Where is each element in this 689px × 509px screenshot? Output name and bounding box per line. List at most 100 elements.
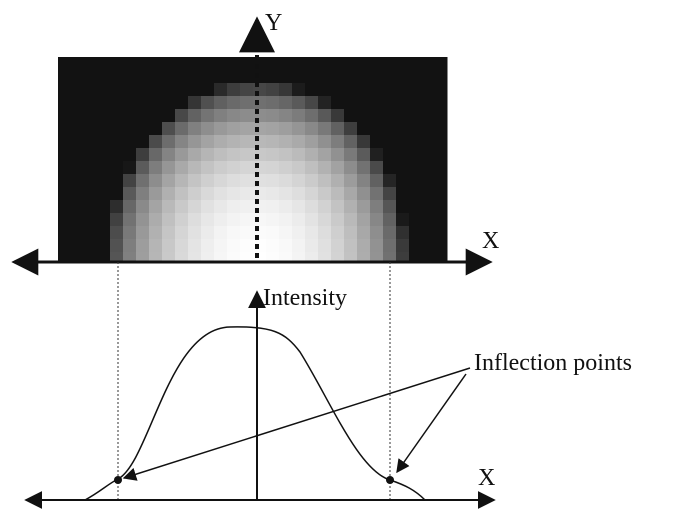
pixel xyxy=(331,70,345,84)
pixel xyxy=(266,187,280,201)
pixel xyxy=(123,57,137,71)
pixel xyxy=(188,135,202,149)
pixel xyxy=(331,239,345,253)
pixel xyxy=(383,187,397,201)
pixel xyxy=(84,226,98,240)
pixel xyxy=(240,174,254,188)
pixel xyxy=(435,161,448,175)
pixel xyxy=(435,200,448,214)
pixel xyxy=(188,200,202,214)
pixel xyxy=(97,200,111,214)
pixel xyxy=(435,135,448,149)
pixel xyxy=(123,148,137,162)
pixel xyxy=(357,200,371,214)
pixel xyxy=(266,83,280,97)
pixel xyxy=(357,213,371,227)
pixel xyxy=(71,226,85,240)
pixel xyxy=(227,187,241,201)
pixel xyxy=(266,70,280,84)
pixel xyxy=(227,135,241,149)
pixel xyxy=(279,83,293,97)
pixel xyxy=(162,70,176,84)
pixel xyxy=(292,187,306,201)
pixel xyxy=(227,161,241,175)
pixel xyxy=(188,83,202,97)
pixel xyxy=(58,252,72,261)
pixel xyxy=(435,187,448,201)
pixel xyxy=(201,70,215,84)
pixel xyxy=(370,135,384,149)
pixel xyxy=(370,187,384,201)
pixel xyxy=(279,148,293,162)
pixel xyxy=(422,252,436,261)
pixel xyxy=(97,70,111,84)
pixel xyxy=(149,57,163,71)
pixel xyxy=(292,226,306,240)
pixel xyxy=(97,109,111,123)
pixel xyxy=(175,187,189,201)
pixel xyxy=(357,135,371,149)
pixel xyxy=(422,96,436,110)
pixel xyxy=(136,83,150,97)
pixel xyxy=(240,187,254,201)
pixel xyxy=(201,200,215,214)
pixel xyxy=(435,174,448,188)
pixel xyxy=(58,109,72,123)
pixel xyxy=(136,213,150,227)
pixel xyxy=(136,252,150,261)
pixel xyxy=(110,70,124,84)
pixel xyxy=(110,213,124,227)
pixel xyxy=(136,239,150,253)
pixel xyxy=(422,226,436,240)
pixel xyxy=(305,213,319,227)
pixel xyxy=(318,161,332,175)
annotation-arrow xyxy=(124,368,470,478)
pixel xyxy=(123,161,137,175)
pixel xyxy=(383,252,397,261)
pixel xyxy=(292,109,306,123)
pixel xyxy=(58,174,72,188)
pixel xyxy=(422,239,436,253)
pixel xyxy=(84,252,98,261)
pixel xyxy=(331,122,345,136)
pixel xyxy=(58,187,72,201)
pixel xyxy=(435,96,448,110)
pixel xyxy=(383,57,397,71)
pixel xyxy=(214,226,228,240)
pixel xyxy=(58,122,72,136)
pixel xyxy=(84,200,98,214)
pixel xyxy=(305,161,319,175)
pixel xyxy=(188,122,202,136)
pixel xyxy=(357,174,371,188)
pixel xyxy=(357,226,371,240)
pixel xyxy=(305,187,319,201)
pixel xyxy=(71,57,85,71)
pixel xyxy=(292,239,306,253)
pixel xyxy=(240,200,254,214)
pixel xyxy=(305,239,319,253)
pixel xyxy=(266,213,280,227)
pixel xyxy=(409,96,423,110)
pixel xyxy=(279,161,293,175)
pixel xyxy=(188,213,202,227)
pixel xyxy=(370,226,384,240)
pixel xyxy=(201,161,215,175)
pixel xyxy=(344,148,358,162)
pixel xyxy=(292,161,306,175)
pixel xyxy=(110,200,124,214)
pixel xyxy=(136,57,150,71)
pixel xyxy=(97,187,111,201)
pixel xyxy=(435,239,448,253)
pixel xyxy=(409,109,423,123)
pixel xyxy=(305,226,319,240)
pixel xyxy=(383,239,397,253)
pixel xyxy=(162,174,176,188)
pixel xyxy=(123,96,137,110)
pixel xyxy=(97,161,111,175)
pixel xyxy=(201,239,215,253)
pixel xyxy=(305,109,319,123)
pixel xyxy=(227,252,241,261)
pixel xyxy=(435,252,448,261)
pixel xyxy=(227,83,241,97)
pixel xyxy=(266,57,280,71)
